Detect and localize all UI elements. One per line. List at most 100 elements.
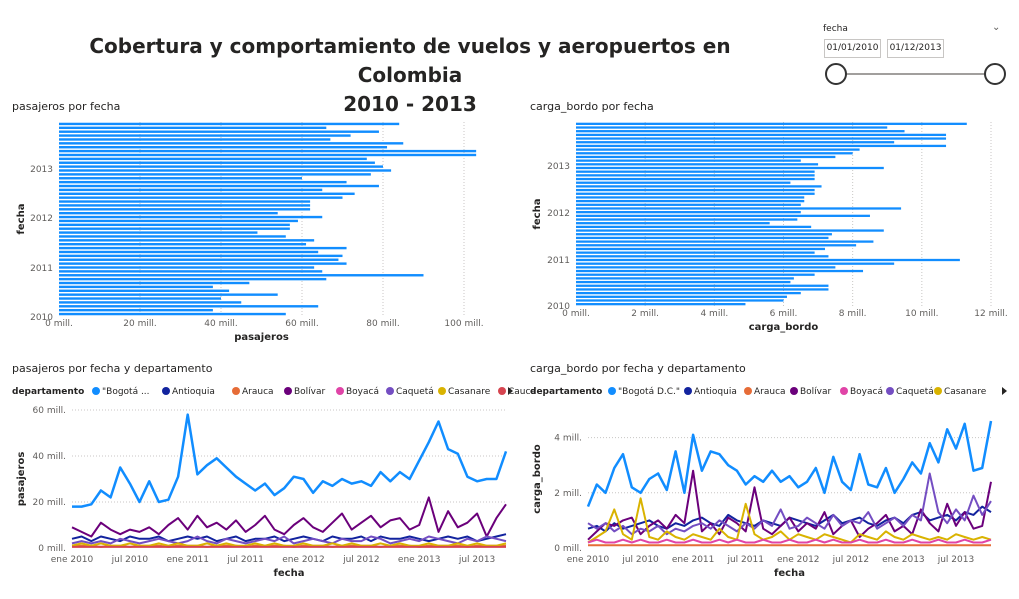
y-tick-label: 2011 — [547, 256, 570, 266]
bar — [59, 254, 343, 258]
bar — [59, 192, 355, 195]
bar — [59, 180, 347, 184]
slicer-track[interactable] — [835, 73, 995, 75]
series-line — [72, 544, 506, 548]
legend-marker — [498, 387, 506, 395]
bar — [59, 308, 213, 312]
x-tick-label: ene 2013 — [398, 555, 441, 565]
x-tick-label: ene 2013 — [882, 555, 925, 565]
bar — [59, 157, 367, 161]
bar — [576, 251, 815, 254]
legend-item: Antioquia — [172, 387, 215, 397]
x-tick-label: 60 mill. — [285, 319, 318, 329]
bar — [576, 247, 825, 251]
bar — [576, 258, 960, 262]
chart-title: carga_bordo por fecha y departamento — [530, 362, 746, 375]
legend-marker — [232, 387, 240, 395]
bar — [576, 211, 801, 214]
bar — [59, 312, 286, 316]
bar — [59, 231, 258, 234]
date-range-slicer[interactable]: fecha ⌄ 01/01/2010 01/12/2013 — [820, 20, 1010, 95]
bar — [576, 295, 787, 298]
x-tick-label: ene 2011 — [166, 555, 209, 565]
y-tick-label: 2012 — [30, 214, 53, 224]
legend-item: Antioquia — [694, 387, 737, 397]
legend-title: departamento — [530, 387, 602, 397]
y-axis-label: pasajeros — [16, 452, 27, 507]
bar — [576, 126, 888, 129]
bar — [59, 297, 221, 300]
bar — [59, 165, 383, 168]
bar — [576, 203, 801, 206]
x-axis-label: fecha — [774, 568, 805, 579]
bar — [59, 289, 230, 292]
bar — [576, 236, 829, 240]
x-tick-label: jul 2013 — [458, 555, 495, 565]
bar — [576, 159, 801, 162]
bar — [576, 152, 853, 155]
bar — [59, 246, 347, 250]
legend-marker — [840, 387, 848, 395]
bar — [576, 240, 874, 243]
bar — [59, 130, 379, 133]
legend-item: Caquetá — [396, 387, 434, 397]
x-tick-label: ene 2010 — [567, 555, 610, 565]
bar — [59, 208, 311, 211]
bar — [576, 222, 770, 225]
bar — [59, 285, 213, 289]
legend-marker — [608, 387, 616, 395]
bar — [59, 153, 477, 157]
legend-item: Boyacá — [850, 387, 883, 397]
series-line — [587, 472, 992, 536]
x-axis-label: fecha — [274, 568, 305, 579]
bar — [59, 122, 400, 126]
bar — [576, 181, 791, 184]
legend-item: Caquetá — [896, 387, 934, 397]
slicer-start-handle[interactable] — [825, 63, 847, 85]
bar — [576, 199, 805, 203]
x-tick-label: 8 mill. — [839, 309, 867, 319]
bar — [59, 223, 290, 227]
bar — [59, 266, 315, 269]
bar — [576, 291, 801, 295]
bar — [576, 280, 791, 284]
x-tick-label: ene 2012 — [282, 555, 325, 565]
bar — [59, 169, 392, 172]
legend-item: "Bogotá ... — [102, 387, 150, 397]
bar — [59, 142, 404, 145]
bar — [576, 207, 902, 210]
bar — [59, 173, 371, 176]
bar — [59, 149, 477, 153]
legend-marker — [744, 387, 752, 395]
x-tick-label: ene 2010 — [51, 555, 94, 565]
legend-item: Boyacá — [346, 387, 379, 397]
legend-item: Bolívar — [800, 387, 832, 397]
bar — [59, 262, 347, 265]
series-line — [586, 420, 993, 508]
bar — [576, 244, 857, 247]
y-tick-label: 2 mill. — [554, 489, 582, 499]
y-tick-label: 60 mill. — [33, 406, 66, 416]
bar — [576, 269, 864, 273]
series-line — [71, 535, 507, 545]
y-axis-label: carga_bordo — [532, 444, 543, 514]
series-line — [72, 413, 508, 508]
legend-next-icon — [1002, 387, 1007, 395]
slicer-start-input[interactable]: 01/01/2010 — [824, 39, 881, 58]
legend-item: Arauca — [242, 387, 274, 397]
y-axis-label: fecha — [532, 199, 543, 230]
bar — [576, 148, 860, 151]
slicer-end-input[interactable]: 01/12/2013 — [887, 39, 944, 58]
bar — [576, 214, 870, 217]
chevron-down-icon[interactable]: ⌄ — [992, 22, 1001, 33]
legend-marker — [790, 387, 798, 395]
legend-item: Casanare — [944, 387, 987, 397]
slicer-end-handle[interactable] — [984, 63, 1006, 85]
bar — [59, 270, 323, 273]
legend-marker — [684, 387, 692, 395]
bar — [59, 188, 323, 192]
page-title: Cobertura y comportamiento de vuelos y a… — [40, 32, 780, 119]
page-title-line2: 2010 - 2013 — [343, 92, 477, 116]
bar — [59, 138, 331, 141]
bar — [59, 177, 302, 180]
